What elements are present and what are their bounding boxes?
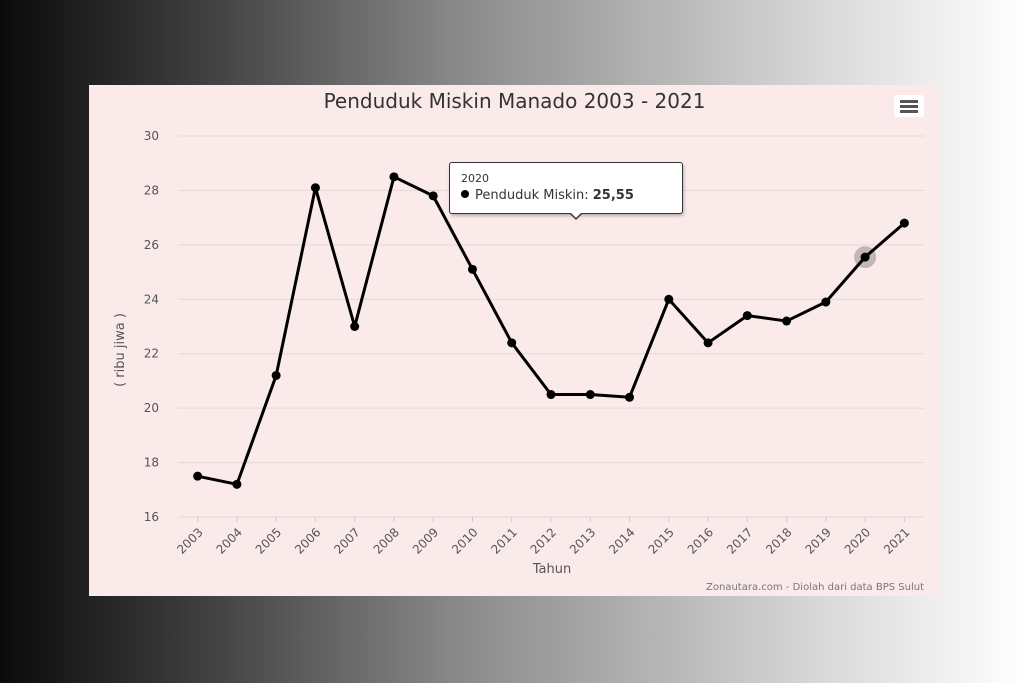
- x-tick-label: 2008: [371, 525, 402, 556]
- data-point[interactable]: [271, 370, 281, 380]
- y-tick-label: 22: [144, 347, 159, 361]
- x-tick-label: 2019: [802, 525, 833, 556]
- data-point[interactable]: [389, 172, 399, 182]
- x-tick-label: 2011: [488, 525, 519, 556]
- hamburger-menu-icon-bar: [900, 105, 918, 108]
- x-tick-label: 2020: [842, 525, 873, 556]
- x-tick-label: 2018: [763, 525, 794, 556]
- y-tick-label: 26: [144, 238, 159, 252]
- data-point[interactable]: [193, 471, 203, 481]
- x-tick-label: 2016: [685, 525, 716, 556]
- hamburger-menu-icon-bar: [900, 110, 918, 113]
- x-tick-label: 2012: [528, 525, 559, 556]
- data-point[interactable]: [467, 264, 477, 274]
- tooltip-arrow-inner: [570, 212, 582, 218]
- data-point[interactable]: [428, 191, 438, 201]
- hamburger-menu-icon: [900, 100, 918, 103]
- x-tick-label: 2006: [292, 525, 323, 556]
- y-tick-label: 18: [144, 456, 159, 470]
- data-point[interactable]: [782, 316, 792, 326]
- x-tick-label: 2010: [449, 525, 480, 556]
- x-tick-label: 2021: [881, 525, 912, 556]
- series-line: [197, 175, 906, 486]
- tooltip-x-value: 2020: [461, 172, 489, 185]
- tooltip-series-label: Penduduk Miskin:: [475, 188, 589, 203]
- y-axis-title: ( ribu jiwa ): [113, 313, 128, 387]
- x-tick-label: 2005: [253, 525, 284, 556]
- y-tick-label: 30: [144, 129, 159, 143]
- series-dot-icon: [461, 190, 469, 198]
- x-tick-label: 2014: [606, 525, 637, 556]
- data-point[interactable]: [703, 338, 713, 348]
- y-tick-label: 20: [144, 401, 159, 415]
- x-tick-label: 2009: [410, 525, 441, 556]
- chart-credit: Zonautara.com - Diolah dari data BPS Sul…: [706, 582, 924, 593]
- line-chart: 16 18 20 22 24 26 28 30 2003 2004 2005 2006 2007 200…: [113, 129, 924, 593]
- tooltip: 2020 Penduduk Miskin: 25,55: [449, 162, 683, 220]
- data-point[interactable]: [546, 390, 556, 400]
- data-point[interactable]: [742, 311, 752, 321]
- chart-title: Penduduk Miskin Manado 2003 - 2021: [323, 89, 706, 113]
- x-tick-label: 2015: [645, 525, 676, 556]
- chart-panel: Penduduk Miskin Manado 2003 - 2021 16 18 2…: [89, 85, 940, 596]
- x-axis-title: Tahun: [532, 562, 571, 577]
- tooltip-row: Penduduk Miskin: 25,55: [461, 188, 634, 203]
- y-tick-label: 28: [144, 183, 159, 197]
- data-point[interactable]: [232, 479, 242, 489]
- data-point[interactable]: [507, 338, 517, 348]
- x-tick-label: 2017: [724, 525, 755, 556]
- data-point[interactable]: [821, 297, 831, 307]
- data-point[interactable]: [899, 218, 909, 228]
- data-point[interactable]: [585, 390, 595, 400]
- x-tick-label: 2003: [174, 525, 205, 556]
- x-tick-label: 2013: [567, 525, 598, 556]
- y-tick-label: 16: [144, 510, 159, 524]
- data-point[interactable]: [860, 252, 870, 262]
- data-point[interactable]: [350, 322, 360, 331]
- data-point[interactable]: [310, 183, 320, 193]
- x-tick-label: 2004: [214, 525, 245, 556]
- data-point[interactable]: [625, 392, 635, 402]
- tooltip-value: 25,55: [592, 188, 634, 203]
- y-tick-label: 24: [144, 292, 159, 306]
- x-tick-label: 2007: [331, 525, 362, 556]
- chart-menu-button[interactable]: [894, 95, 924, 117]
- data-point[interactable]: [664, 294, 674, 304]
